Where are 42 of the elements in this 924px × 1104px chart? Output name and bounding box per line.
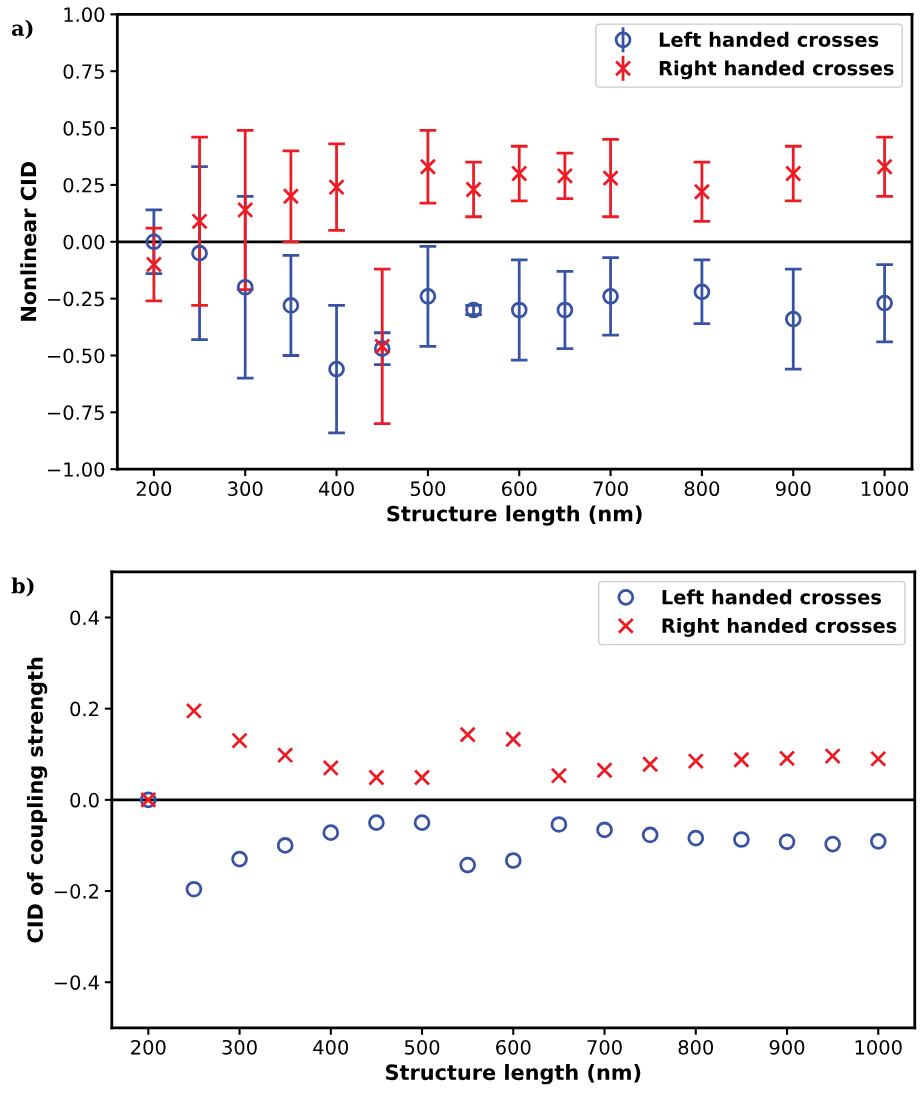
x-tick-label: 300 [228,481,263,497]
y-tick-label: 0.0 [70,792,99,808]
x-tick-label: 400 [313,1039,349,1055]
y-tick-label: 0.2 [70,701,99,717]
x-tick-label: 400 [318,481,354,497]
x-tick-label: 1000 [855,1039,902,1055]
x-tick-label: 600 [496,1039,531,1055]
x-tick-label: 300 [222,1039,257,1055]
y-tick-label: −0.2 [54,883,99,899]
y-tick-label: −0.4 [54,975,99,990]
text: a) [11,19,33,39]
legend-label: Left handed crosses [662,589,881,605]
x-tick-label: 900 [775,481,811,497]
x-tick-label: 800 [684,481,720,497]
y-tick-label: 0.25 [63,177,104,193]
legend-label: Right handed crosses [662,617,897,637]
y-tick-label: −0.50 [48,348,105,364]
x-tick-label: 600 [502,481,537,497]
y-tick-label: −1.00 [48,462,105,477]
x-tick-label: 200 [131,1039,166,1055]
y-axis-title: Nonlinear CID [20,161,37,321]
x-tick-label: 1000 [861,481,909,497]
legend-label: Left handed crosses [659,31,879,47]
x-axis-title: Structure length (nm) [387,505,642,526]
x-tick-label: 200 [136,481,172,497]
y-tick-label: 1.00 [64,7,105,23]
y-tick-label: −0.25 [48,291,104,307]
legend-label: Right handed crosses [659,60,894,80]
y-tick-label: −0.75 [48,405,104,421]
y-axis-title: CID of coupling strength [26,657,48,943]
y-tick-label: 0.4 [70,610,99,626]
x-tick-label: 800 [678,1039,714,1055]
x-tick-label: 700 [587,1039,622,1055]
y-tick-label: 0.50 [63,121,105,136]
x-tick-label: 900 [769,1039,805,1055]
text: b) [11,577,34,597]
x-tick-label: 700 [593,481,628,497]
y-tick-label: 0.75 [63,64,104,79]
x-tick-label: 500 [404,1039,440,1055]
x-tick-label: 500 [410,481,446,497]
x-axis-title: Structure length (nm) [386,1064,641,1085]
y-tick-label: 0.00 [63,234,105,250]
